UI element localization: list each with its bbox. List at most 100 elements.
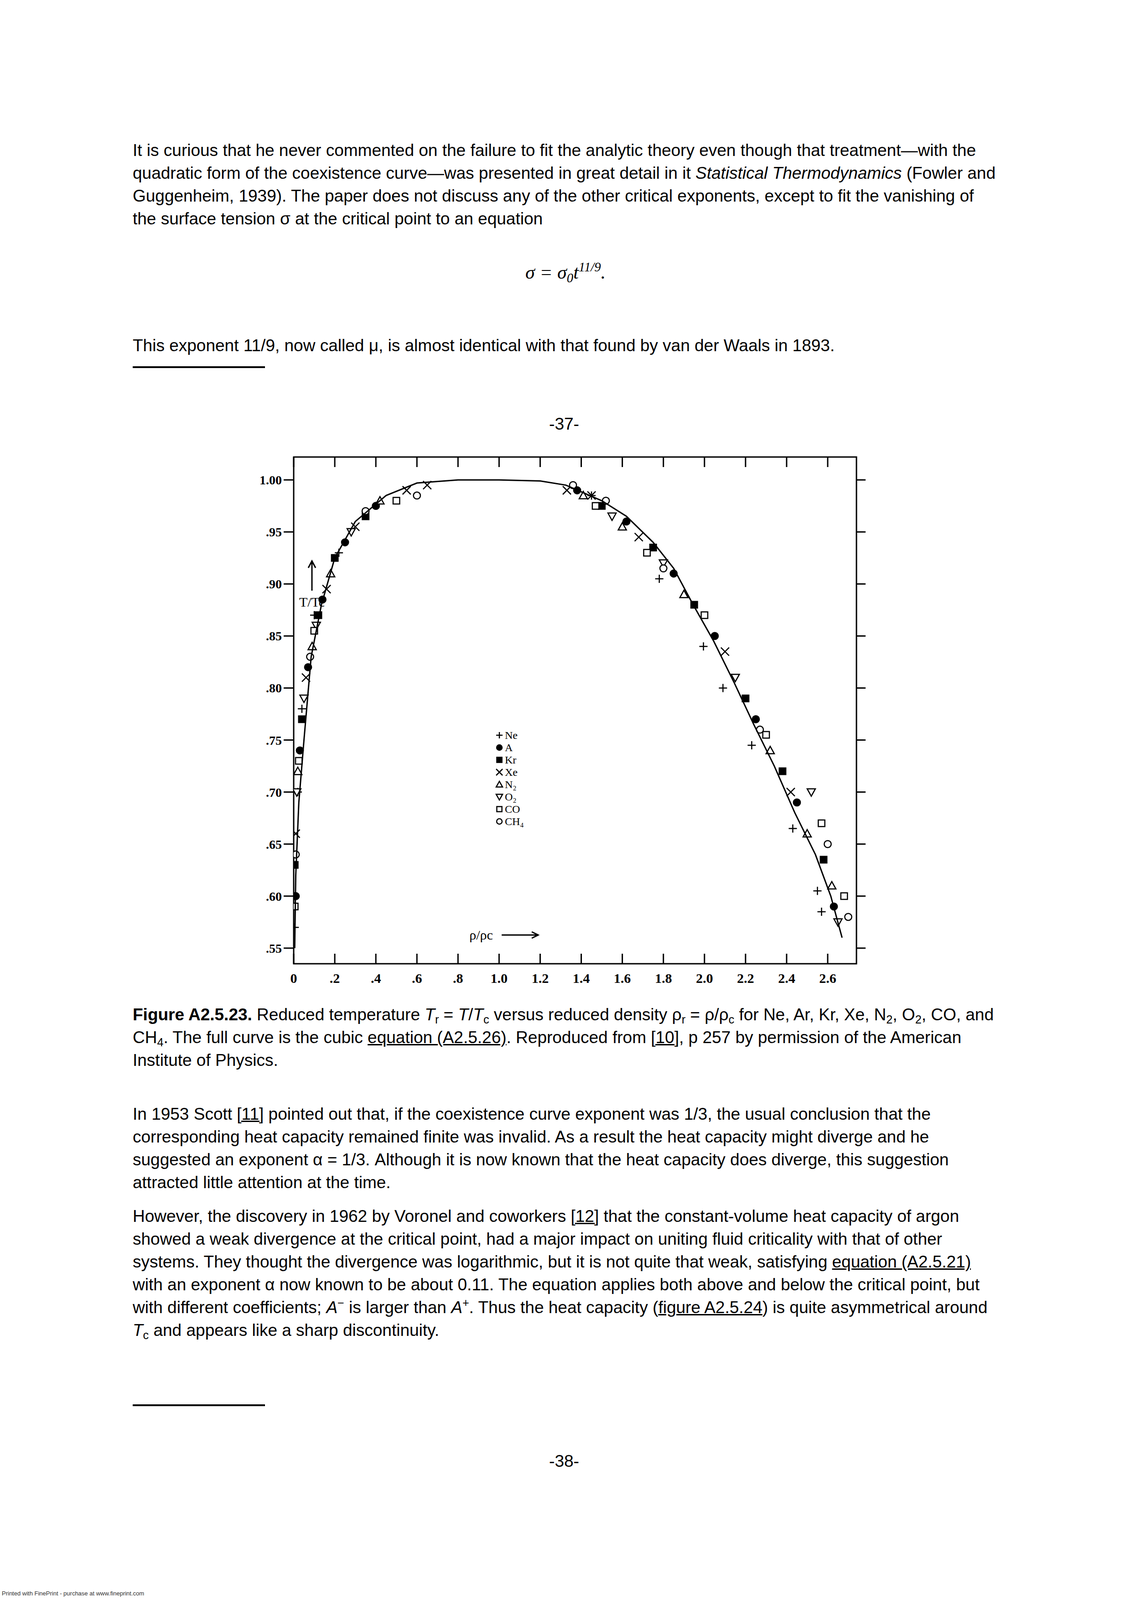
tick [283,687,294,689]
tick [283,895,294,897]
equation: σ = σ0t11/9. [474,260,657,284]
text-run: versus reduced density ρ [489,1005,682,1024]
data-point [293,892,300,900]
tick [416,953,418,964]
tick [293,456,295,467]
text-run: c [143,1328,150,1342]
data-point [393,497,400,504]
tick-label: .75 [265,733,282,748]
text-run: However, the discovery in 1962 by Vorone… [132,1206,571,1226]
text-run: A [451,1297,463,1317]
text-run: . Reproduced from [506,1027,652,1047]
tick [283,531,294,533]
text-run: Reduced temperature [252,1005,425,1024]
paragraph: This exponent 11/9, now called μ, is alm… [132,334,1002,358]
data-point [322,585,331,594]
tick-label: 1.00 [259,472,282,488]
tick [856,531,866,533]
tick-label: .2 [329,970,341,986]
tick [785,456,788,467]
axis-arrow [501,931,539,939]
data-point [679,590,689,598]
text-run: This exponent 11/9, now called μ, is alm… [132,336,835,355]
data-point [827,881,836,889]
tick-label: 2.4 [778,970,796,986]
rule [132,1404,265,1406]
text-run: [12] [570,1206,599,1226]
tick [856,687,866,689]
data-point [817,907,826,916]
data-point [295,757,302,764]
tick [498,456,500,467]
page-number: -37- [518,412,610,436]
text-run: T [132,1320,144,1340]
data-point [824,840,831,848]
text-run: , O [892,1005,915,1024]
data-point [598,502,605,509]
tick [621,953,623,964]
tick [539,456,541,467]
data-point [293,850,300,858]
axis-arrow [308,560,316,591]
data-point [701,612,708,619]
paragraph: It is curious that he never commented on… [132,139,1002,231]
tick [283,479,294,481]
text-run: is larger than [344,1297,452,1317]
text-run: T [424,1005,436,1024]
tick [703,456,706,467]
data-point [742,695,749,702]
text-run: equation (A2.5.21) [832,1252,971,1272]
tick [856,947,866,949]
legend-marker [496,806,502,812]
tick [856,635,866,637]
data-point [643,549,650,556]
data-point [788,824,797,833]
data-point [659,559,668,567]
text-run: . Thus the heat capacity ( [469,1297,659,1317]
tick [283,583,294,585]
legend-label: O₂ [504,790,517,803]
text-run: . [600,261,606,283]
tick [498,953,500,964]
data-point [699,642,708,651]
tick [580,953,582,964]
text-run: 2 [886,1012,893,1026]
data-point [293,829,301,838]
text-run: + [462,1296,470,1309]
tick-label: .55 [265,941,282,956]
data-point [602,497,610,504]
tick [334,456,336,467]
data-point [807,788,816,796]
text-run: 11/9 [578,259,602,275]
text-run: equation (A2.5.26) [367,1027,507,1047]
tick [293,953,295,964]
axis-label: ρ/ρc [469,927,493,943]
tick [856,479,866,481]
data-point [587,491,596,500]
text-run: c [728,1012,735,1026]
data-point [301,673,311,682]
data-point [306,653,314,660]
legend-label: Kr [504,753,517,766]
data-point [296,747,304,754]
data-point [793,798,801,806]
data-point [311,627,318,634]
tick [283,791,294,793]
data-point [334,548,343,557]
tick [283,843,294,845]
data-point [372,502,379,510]
data-point [293,861,298,868]
tick [856,583,866,585]
chart: 0.2.4.6.81.01.21.41.61.82.02.22.42.61.00… [0,0,1131,1600]
text-run: − [337,1296,345,1309]
data-point [312,622,321,630]
tick [539,953,541,964]
tick [416,456,418,467]
text-run: and appears like a sharp discontinuity. [148,1320,440,1340]
legend-marker [496,757,502,763]
text-run: σ = σ [525,261,567,283]
text-run: figure A2.5.24 [658,1297,763,1317]
legend-label: Ne [504,729,518,742]
text-run: Figure A2.5.23. [132,1005,253,1024]
tick-label: 2.0 [695,970,714,986]
